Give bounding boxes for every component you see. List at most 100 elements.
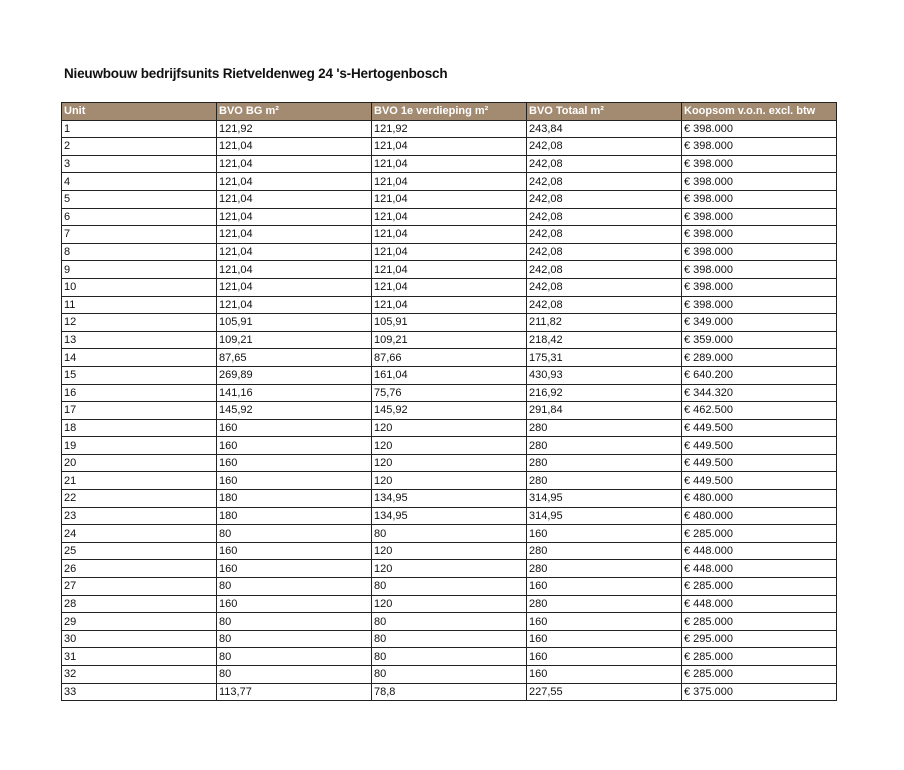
table-row: 8 121,04 121,04 242,08 € 398.000 — [61, 242, 837, 262]
cell-bvo-totaal: 211,82 — [526, 313, 682, 332]
cell-bvo-bg: 121,04 — [216, 172, 372, 191]
cell-unit: 8 — [61, 242, 217, 262]
cell-bvo-1e-verdieping: 87,66 — [371, 348, 527, 367]
cell-koopsom: € 285.000 — [681, 647, 837, 666]
cell-bvo-totaal: 314,95 — [526, 489, 682, 508]
cell-bvo-totaal: 242,08 — [526, 137, 682, 156]
cell-bvo-1e-verdieping: 80 — [371, 665, 527, 684]
cell-bvo-totaal: 430,93 — [526, 365, 682, 385]
cell-unit: 20 — [61, 453, 217, 473]
cell-bvo-bg: 160 — [216, 436, 372, 455]
cell-bvo-totaal: 280 — [526, 418, 682, 438]
cell-unit: 23 — [61, 506, 217, 526]
cell-bvo-totaal: 218,42 — [526, 330, 682, 350]
cell-bvo-totaal: 242,08 — [526, 242, 682, 262]
cell-bvo-1e-verdieping: 121,04 — [371, 172, 527, 191]
cell-koopsom: € 448.000 — [681, 559, 837, 579]
table-row: 31 80 80 160 € 285.000 — [61, 647, 837, 666]
cell-unit: 1 — [61, 119, 217, 139]
cell-koopsom: € 375.000 — [681, 682, 837, 702]
cell-unit: 22 — [61, 489, 217, 508]
cell-bvo-bg: 121,04 — [216, 260, 372, 279]
cell-bvo-1e-verdieping: 121,04 — [371, 277, 527, 297]
cell-bvo-1e-verdieping: 120 — [371, 436, 527, 455]
cell-koopsom: € 285.000 — [681, 524, 837, 543]
cell-bvo-totaal: 280 — [526, 559, 682, 579]
cell-unit: 21 — [61, 471, 217, 491]
cell-bvo-bg: 121,04 — [216, 137, 372, 156]
cell-bvo-bg: 80 — [216, 665, 372, 684]
cell-bvo-1e-verdieping: 120 — [371, 471, 527, 491]
table-row: 7 121,04 121,04 242,08 € 398.000 — [61, 225, 837, 244]
cell-koopsom: € 285.000 — [681, 577, 837, 596]
table-row: 33 113,77 78,8 227,55 € 375.000 — [61, 682, 837, 702]
cell-unit: 14 — [61, 348, 217, 367]
cell-bvo-bg: 160 — [216, 559, 372, 579]
table-row: 12 105,91 105,91 211,82 € 349.000 — [61, 313, 837, 332]
cell-unit: 32 — [61, 665, 217, 684]
cell-bvo-1e-verdieping: 121,04 — [371, 189, 527, 209]
table-row: 25 160 120 280 € 448.000 — [61, 541, 837, 561]
cell-bvo-totaal: 160 — [526, 629, 682, 649]
cell-unit: 29 — [61, 612, 217, 631]
cell-bvo-1e-verdieping: 121,04 — [371, 225, 527, 244]
cell-bvo-totaal: 280 — [526, 541, 682, 561]
cell-bvo-totaal: 175,31 — [526, 348, 682, 367]
cell-bvo-bg: 80 — [216, 577, 372, 596]
cell-unit: 15 — [61, 365, 217, 385]
cell-unit: 26 — [61, 559, 217, 579]
units-table: Unit BVO BG m² BVO 1e verdieping m² BVO Tot… — [61, 102, 837, 702]
table-row: 13 109,21 109,21 218,42 € 359.000 — [61, 330, 837, 350]
cell-bvo-1e-verdieping: 105,91 — [371, 313, 527, 332]
cell-unit: 11 — [61, 295, 217, 315]
table-row: 23 180 134,95 314,95 € 480.000 — [61, 506, 837, 526]
cell-bvo-totaal: 280 — [526, 594, 682, 614]
cell-koopsom: € 344.320 — [681, 383, 837, 403]
cell-unit: 13 — [61, 330, 217, 350]
table-row: 28 160 120 280 € 448.000 — [61, 594, 837, 614]
cell-bvo-1e-verdieping: 134,95 — [371, 506, 527, 526]
cell-unit: 5 — [61, 189, 217, 209]
cell-unit: 18 — [61, 418, 217, 438]
cell-bvo-totaal: 216,92 — [526, 383, 682, 403]
cell-unit: 17 — [61, 401, 217, 420]
cell-koopsom: € 480.000 — [681, 506, 837, 526]
cell-bvo-bg: 113,77 — [216, 682, 372, 702]
cell-bvo-1e-verdieping: 120 — [371, 418, 527, 438]
cell-bvo-1e-verdieping: 121,92 — [371, 119, 527, 139]
cell-koopsom: € 359.000 — [681, 330, 837, 350]
cell-bvo-1e-verdieping: 134,95 — [371, 489, 527, 508]
cell-unit: 6 — [61, 207, 217, 227]
cell-bvo-bg: 121,04 — [216, 225, 372, 244]
cell-koopsom: € 398.000 — [681, 154, 837, 174]
cell-koopsom: € 462.500 — [681, 401, 837, 420]
cell-bvo-1e-verdieping: 78,8 — [371, 682, 527, 702]
cell-koopsom: € 398.000 — [681, 277, 837, 297]
cell-unit: 31 — [61, 647, 217, 666]
cell-unit: 4 — [61, 172, 217, 191]
cell-bvo-totaal: 314,95 — [526, 506, 682, 526]
cell-koopsom: € 398.000 — [681, 225, 837, 244]
column-header-unit: Unit — [61, 102, 217, 121]
cell-bvo-totaal: 160 — [526, 665, 682, 684]
cell-unit: 33 — [61, 682, 217, 702]
table-row: 24 80 80 160 € 285.000 — [61, 524, 837, 543]
table-row: 26 160 120 280 € 448.000 — [61, 559, 837, 579]
cell-koopsom: € 398.000 — [681, 172, 837, 191]
cell-bvo-bg: 121,04 — [216, 207, 372, 227]
table-row: 19 160 120 280 € 449.500 — [61, 436, 837, 455]
cell-bvo-bg: 105,91 — [216, 313, 372, 332]
cell-bvo-1e-verdieping: 80 — [371, 629, 527, 649]
cell-koopsom: € 349.000 — [681, 313, 837, 332]
cell-bvo-1e-verdieping: 80 — [371, 524, 527, 543]
column-header-bvo-totaal: BVO Totaal m² — [526, 102, 682, 121]
cell-bvo-1e-verdieping: 120 — [371, 559, 527, 579]
cell-bvo-bg: 160 — [216, 541, 372, 561]
table-header-row: Unit BVO BG m² BVO 1e verdieping m² BVO Tot… — [61, 102, 837, 121]
cell-bvo-1e-verdieping: 121,04 — [371, 242, 527, 262]
cell-bvo-1e-verdieping: 120 — [371, 594, 527, 614]
cell-bvo-bg: 141,16 — [216, 383, 372, 403]
cell-koopsom: € 398.000 — [681, 207, 837, 227]
table-row: 1 121,92 121,92 243,84 € 398.000 — [61, 119, 837, 139]
cell-bvo-totaal: 242,08 — [526, 154, 682, 174]
